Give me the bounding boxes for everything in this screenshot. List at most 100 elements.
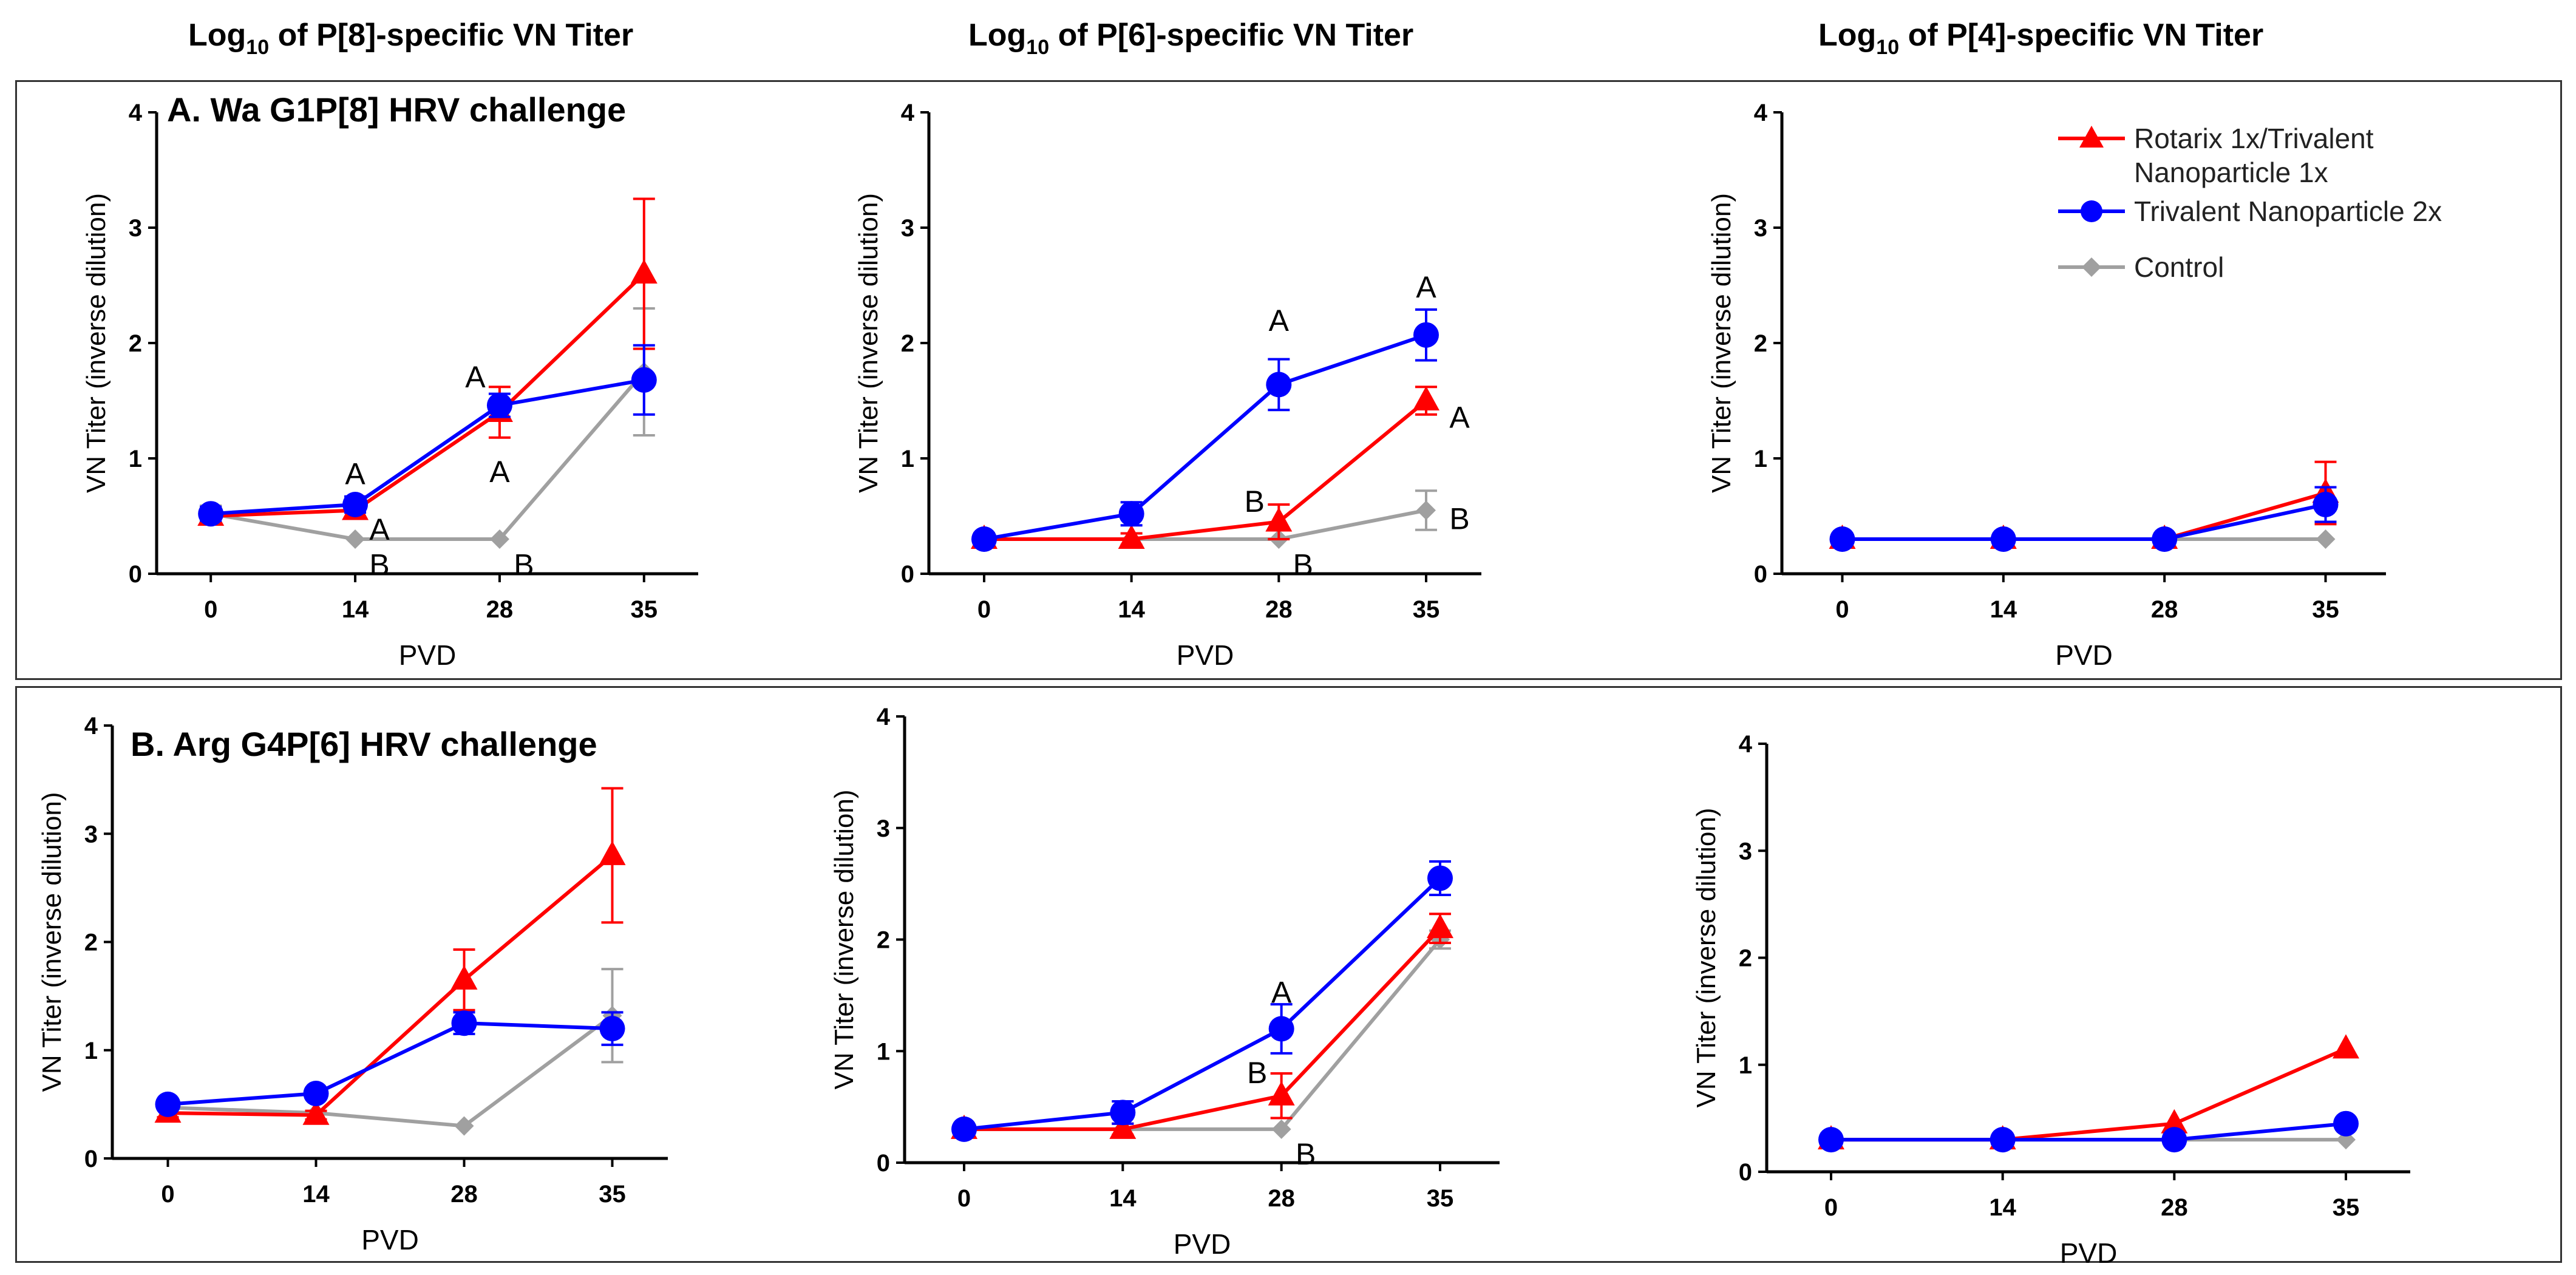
data-point-circle	[1990, 1127, 2016, 1153]
y-tick-label: 4	[1754, 100, 1768, 126]
x-axis-label: PVD	[1174, 1228, 1231, 1260]
x-tick-label: 14	[302, 1181, 330, 1208]
data-point-triangle	[2333, 1034, 2359, 1059]
significance-letter: B	[369, 548, 389, 582]
series-trivalent	[155, 1010, 625, 1117]
x-tick-label: 0	[204, 596, 217, 623]
y-axis-label: VN Titer (inverse dilution)	[1691, 808, 1721, 1108]
data-point-circle	[1990, 526, 2016, 552]
data-point-circle	[1266, 372, 1292, 398]
data-point-circle	[1427, 865, 1453, 891]
y-axis-label: VN Titer (inverse dilution)	[829, 790, 859, 1090]
y-tick-label: 2	[1754, 330, 1767, 357]
y-tick-label: 2	[877, 927, 890, 954]
panel-label: A. Wa G1P[8] HRV challenge	[167, 90, 626, 129]
column-title-p8: Log10 of P[8]-specific VN Titer	[188, 18, 634, 59]
y-axis-label: VN Titer (inverse dilution)	[81, 193, 111, 493]
significance-letter: A	[465, 360, 486, 394]
x-tick-label: 14	[1990, 596, 2017, 623]
y-tick-label: 0	[129, 561, 142, 588]
series-line	[168, 1021, 613, 1106]
series-line	[168, 854, 614, 1117]
data-point-triangle	[2161, 1109, 2188, 1134]
y-tick-label: 0	[877, 1150, 890, 1177]
data-point-diamond	[1271, 1119, 1291, 1139]
series-rotarix	[971, 386, 1439, 549]
y-tick-label: 4	[129, 100, 143, 126]
data-point-circle	[1118, 501, 1144, 527]
data-point-diamond	[454, 1116, 474, 1136]
series-control	[158, 968, 624, 1136]
series-line	[984, 399, 1427, 541]
y-tick-label: 1	[84, 1038, 98, 1064]
column-title-p6: Log10 of P[6]-specific VN Titer	[968, 18, 1414, 59]
series-line	[963, 877, 1442, 1131]
series-line	[1831, 1047, 2347, 1142]
y-tick-label: 4	[1739, 731, 1753, 758]
significance-letter: A	[489, 455, 510, 489]
data-point-circle	[631, 367, 657, 393]
y-tick-label: 0	[84, 1146, 98, 1172]
data-point-triangle	[1427, 914, 1453, 939]
row-a-frame	[15, 80, 2562, 680]
y-tick-label: 3	[901, 215, 914, 242]
y-tick-label: 2	[129, 330, 142, 357]
y-tick-label: 0	[1754, 561, 1767, 588]
data-point-diamond	[1416, 500, 1436, 520]
y-tick-label: 3	[1754, 215, 1767, 242]
x-tick-label: 35	[2333, 1194, 2360, 1221]
y-tick-label: 2	[84, 930, 98, 956]
data-point-triangle	[1118, 525, 1145, 549]
significance-letter: B	[1245, 484, 1265, 518]
significance-letter: A	[1269, 304, 1290, 338]
significance-letter: B	[1247, 1056, 1267, 1090]
data-point-triangle	[1413, 386, 1439, 410]
x-tick-label: 28	[486, 596, 514, 623]
x-tick-label: 28	[1265, 596, 1293, 623]
x-tick-label: 0	[161, 1181, 174, 1208]
x-tick-label: 14	[1109, 1185, 1137, 1212]
x-tick-label: 35	[2312, 596, 2339, 623]
significance-letter: A	[345, 457, 365, 491]
x-tick-label: 28	[450, 1181, 478, 1208]
x-axis-label: PVD	[2055, 639, 2113, 671]
chart-panel-b2: 0 1 2 3 4 0 14 28 35 PVD VN Titer (inverse dilutio…	[829, 704, 1500, 1260]
series-line	[211, 378, 645, 516]
series-rotarix	[1829, 460, 2339, 549]
series-line	[1842, 503, 2326, 541]
series-line	[964, 927, 1442, 1131]
x-tick-label: 28	[1268, 1185, 1295, 1212]
chart-panel-b3: 0 1 2 3 4 0 14 28 35 PVD VN Titer (inverse dilutio…	[1691, 731, 2410, 1269]
column-title-p4: Log10 of P[4]-specific VN Titer	[1818, 18, 2264, 59]
y-tick-label: 0	[901, 561, 914, 588]
series-line	[210, 370, 646, 541]
data-point-circle	[486, 392, 512, 418]
x-tick-label: 0	[1835, 596, 1849, 623]
significance-letter: A	[1416, 270, 1436, 304]
data-point-circle	[198, 501, 224, 527]
significance-letter: B	[1296, 1137, 1316, 1171]
y-axis-label: VN Titer (inverse dilution)	[37, 792, 67, 1092]
x-axis-label: PVD	[399, 639, 457, 671]
data-point-circle	[1829, 526, 1855, 552]
legend-swatch-diamond-icon	[2058, 257, 2125, 277]
y-tick-label: 2	[901, 330, 914, 357]
y-axis-label: VN Titer (inverse dilution)	[1707, 193, 1736, 493]
significance-letter: A	[369, 512, 390, 546]
x-tick-label: 35	[1427, 1185, 1454, 1212]
data-point-triangle	[302, 1100, 330, 1125]
data-point-circle	[951, 1116, 977, 1142]
data-point-circle	[1413, 322, 1439, 348]
data-point-circle	[2152, 526, 2178, 552]
series-rotarix	[197, 197, 658, 526]
x-axis-label: PVD	[2060, 1237, 2118, 1269]
series-trivalent	[951, 860, 1453, 1142]
x-tick-label: 35	[1413, 596, 1440, 623]
chart-panel-b1: 0 1 2 3 4 0 14 28 35 PVD VN Titer (inverse dilutio…	[37, 713, 668, 1256]
series-trivalent	[971, 308, 1439, 552]
series-line	[168, 1014, 614, 1128]
y-tick-label: 2	[1739, 945, 1752, 972]
x-tick-label: 28	[2161, 1194, 2188, 1221]
chart-panel-a2: 0 1 2 3 4 0 14 28 35 PVD VN Titer (inverse dilutio…	[854, 100, 1481, 671]
